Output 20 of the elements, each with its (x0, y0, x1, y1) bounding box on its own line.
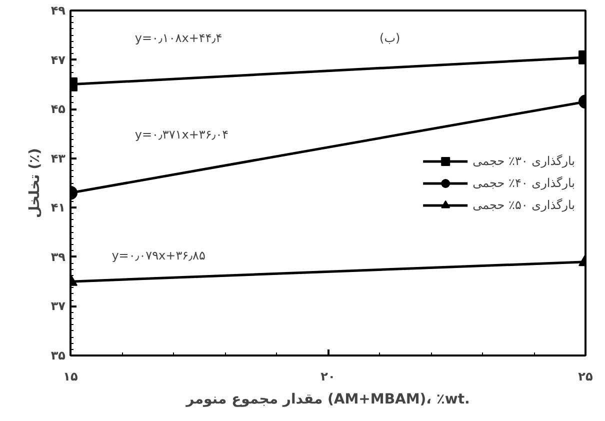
annotation: y=۰٫۱۰۸x+۴۴٫۴ (134, 31, 222, 46)
annotation: y=۰٫۳۷۱x+۳۶٫۰۴ (134, 128, 229, 142)
y-tick-label: ۳۹ (50, 250, 66, 264)
y-tick-label: ۳۵ (50, 348, 66, 362)
y-tick-label: ۴۱ (50, 200, 66, 215)
x-axis-title: مقدار مجموع منومر (AM+MBAM)، ٪wt. (185, 392, 470, 408)
y-tick-label: ۴۷ (50, 52, 66, 67)
y-axis-title: تخلخل (٪) (26, 148, 43, 218)
x-tick-label: ۱۵ (63, 370, 78, 384)
y-tick-label: ۴۳ (50, 151, 66, 166)
y-tick-label: ۳۷ (50, 299, 66, 314)
annotation: (ب) (380, 31, 400, 46)
legend-label: بارگذاری ۴۰٪ حجمی (472, 176, 575, 190)
legend-label: بارگذاری ۳۰٪ حجمی (472, 154, 575, 168)
x-tick-label: ۲۰ (320, 370, 336, 384)
legend-label: بارگذاری ۵۰٪ حجمی (472, 198, 575, 212)
y-tick-label: ۴۹ (50, 4, 66, 18)
x-tick-label: ۲۵ (578, 370, 593, 384)
y-tick-label: ۴۵ (50, 102, 66, 116)
annotation: y=۰٫۰۷۹x+۳۶٫۸۵ (112, 248, 206, 262)
